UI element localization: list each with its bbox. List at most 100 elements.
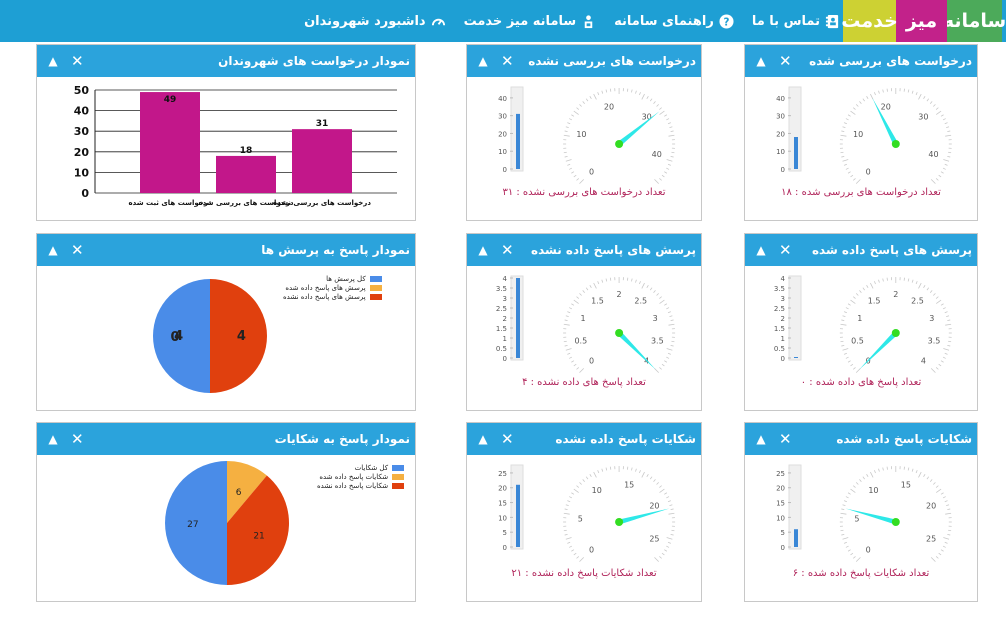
y-tick-label: 30	[74, 125, 90, 138]
gauge-tick	[653, 290, 656, 293]
collapse-icon[interactable]: ▲	[48, 243, 58, 257]
contact-icon	[825, 14, 839, 28]
gauge-tick	[852, 556, 856, 559]
gauge-tick	[845, 496, 849, 499]
gauge-tick	[664, 303, 668, 306]
gauge-tick	[664, 114, 668, 117]
thermometer-tick-label: 5	[503, 529, 507, 537]
legend-label: پرسش های پاسخ داده نشده	[283, 292, 366, 301]
gauge-tick	[845, 167, 849, 170]
nav-label: تماس با ما	[751, 13, 820, 29]
collapse-icon[interactable]: ▲	[478, 432, 488, 446]
gauge-caption: تعداد پاسخ های داده نشده : ۴	[522, 377, 646, 388]
gauge-tick	[631, 89, 633, 93]
gauge-tick	[646, 96, 649, 100]
logo-word-khedmat[interactable]: خدمت	[841, 0, 898, 42]
gauge-tick	[842, 348, 849, 351]
gauge-tick	[582, 479, 585, 482]
gauge-tick	[631, 467, 633, 471]
gauge-tick	[936, 299, 942, 304]
gauge-tick	[918, 471, 922, 478]
thermometer-level	[794, 529, 798, 547]
gauge-tick	[569, 356, 573, 359]
close-icon[interactable]: ✕	[501, 430, 514, 448]
gauge-tick	[579, 293, 582, 296]
close-icon[interactable]: ✕	[501, 52, 514, 70]
gauge-tick	[659, 178, 662, 181]
collapse-icon[interactable]: ▲	[48, 54, 58, 68]
gauge-tick	[947, 130, 951, 133]
gauge-tick	[945, 512, 952, 515]
close-icon[interactable]: ✕	[779, 241, 792, 259]
nav-contact[interactable]: تماس با ما	[752, 14, 840, 29]
gauge-tick	[944, 541, 948, 544]
gauge-hub	[891, 329, 900, 337]
gauge-tick	[589, 285, 592, 289]
panel-body: 0 10 20 30 40 0 10 20 30 40 تعداد درخواست های بررس…	[745, 77, 977, 220]
collapse-icon[interactable]: ▲	[48, 432, 58, 446]
gauge-tick	[942, 167, 946, 170]
gauge-tick	[666, 307, 670, 310]
collapse-icon[interactable]: ▲	[756, 432, 766, 446]
panel-complaints-unanswered: شکایات پاسخ داده نشده ✕ ▲ 0 5 10 15 20 25 0 5 10 15 2…	[466, 422, 702, 602]
gauge-tick	[870, 282, 874, 289]
gauge-tick	[862, 287, 865, 291]
thermometer-tick-label: 15	[776, 500, 785, 508]
collapse-icon[interactable]: ▲	[756, 243, 766, 257]
gauge-scale-label: 5	[854, 515, 859, 524]
gauge-tick	[852, 107, 856, 110]
gauge-tick	[641, 93, 645, 100]
gauge-tick	[667, 541, 671, 544]
gauge-tick	[840, 512, 847, 515]
gauge-scale-label: 0.5	[574, 337, 587, 346]
panel-title: شکایات پاسخ داده شده	[836, 432, 972, 446]
gauge-tick	[852, 296, 856, 299]
nav-service-desk[interactable]: سامانه میز خدمت	[464, 14, 597, 29]
gauge-widget: 0 10 20 30 40 0 10 20 30 40	[776, 86, 952, 184]
collapse-icon[interactable]: ▲	[478, 54, 488, 68]
gauge-tick	[582, 101, 585, 104]
gauge-tick	[654, 557, 659, 562]
bar-value-label: 31	[316, 119, 329, 129]
close-icon[interactable]: ✕	[71, 52, 84, 70]
thermometer-tick-label: 1	[503, 335, 507, 343]
logo-word-samaneh[interactable]: سامانه	[943, 0, 1006, 42]
gauge-tick	[571, 549, 575, 552]
gauge-tick	[666, 356, 670, 359]
gauge-tick	[926, 98, 930, 102]
close-icon[interactable]: ✕	[71, 430, 84, 448]
legend-label: کل شکایات	[354, 463, 389, 472]
close-icon[interactable]: ✕	[779, 430, 792, 448]
gauge-tick	[589, 474, 592, 478]
bar	[216, 155, 276, 193]
gauge-tick	[669, 126, 673, 129]
close-icon[interactable]: ✕	[779, 52, 792, 70]
nav-citizen-dashboard[interactable]: داشبورد شهروندان	[304, 14, 446, 29]
gauge-tick	[938, 363, 942, 367]
legend-label: شکایات پاسخ داده شده	[319, 472, 389, 481]
gauge-tick	[930, 368, 936, 373]
gauge-scale-label: 30	[642, 112, 652, 121]
collapse-icon[interactable]: ▲	[756, 54, 766, 68]
gauge-scale-label: 0	[866, 168, 871, 177]
gauge-tick	[932, 293, 936, 296]
gauge-tick	[850, 174, 854, 178]
logo-word-miz[interactable]: میز	[896, 0, 947, 42]
gauge-scale-label: 0	[589, 357, 594, 366]
close-icon[interactable]: ✕	[501, 241, 514, 259]
gauge-scale-label: 20	[649, 502, 659, 511]
gauge-tick	[940, 360, 944, 363]
gauge-tick	[567, 311, 571, 314]
gauge-scale-label: 5	[578, 515, 583, 524]
gauge-tick	[585, 287, 589, 291]
gauge-tick	[842, 504, 846, 507]
gauge-tick	[664, 360, 668, 363]
nav-help[interactable]: ? راهنمای سامانه	[614, 14, 734, 29]
gauge-tick	[946, 126, 950, 129]
close-icon[interactable]: ✕	[71, 241, 84, 259]
gauge-tick	[563, 323, 570, 326]
gauge-tick	[878, 90, 880, 94]
panel-title: درخواست های بررسی نشده	[528, 54, 696, 68]
collapse-icon[interactable]: ▲	[478, 243, 488, 257]
panel-questions-answered: پرسش های پاسخ داده شده ✕ ▲ 0 0.5 1 1.5 2 2.5 3 3.5…	[744, 233, 978, 411]
